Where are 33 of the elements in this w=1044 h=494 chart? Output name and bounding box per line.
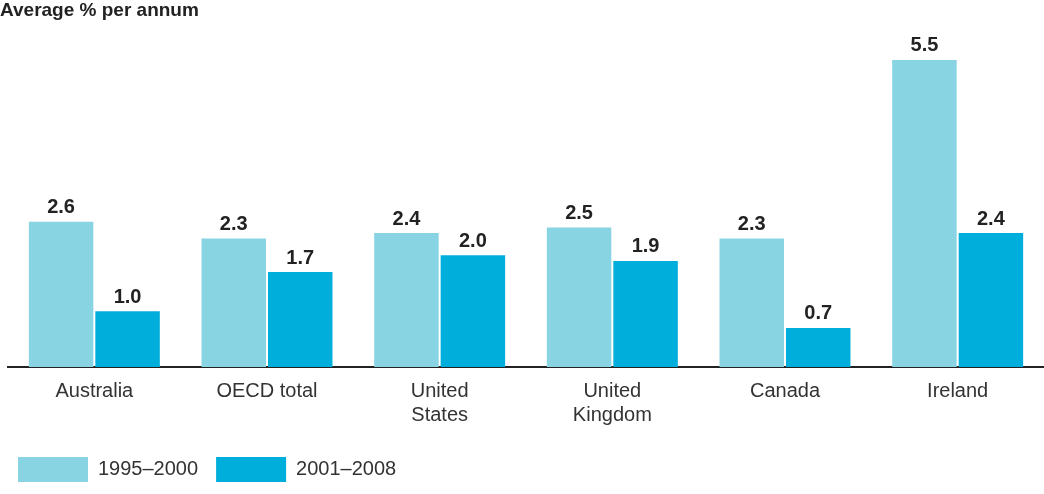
data-label: 5.5 xyxy=(910,33,939,56)
x-tick-label: OECD total xyxy=(216,378,318,401)
bar xyxy=(95,311,160,367)
data-label: 2.4 xyxy=(977,206,1006,229)
bar xyxy=(201,238,266,367)
data-label: 1.7 xyxy=(286,245,315,268)
bar xyxy=(719,238,784,367)
data-label: 0.7 xyxy=(804,301,833,324)
x-tick-label: Canada xyxy=(749,378,821,401)
legend-label: 1995–2000 xyxy=(98,457,199,480)
data-label: 2.6 xyxy=(47,195,75,218)
data-label: 1.0 xyxy=(113,284,142,307)
legend-label: 2001–2008 xyxy=(296,457,397,480)
bar xyxy=(268,272,333,367)
x-tick-label: Ireland xyxy=(927,378,989,401)
x-tick-label: Australia xyxy=(55,378,135,401)
data-label: 2.0 xyxy=(459,228,487,251)
bar xyxy=(613,260,678,367)
data-label: 2.3 xyxy=(737,212,766,235)
bar xyxy=(440,255,506,367)
bar xyxy=(546,227,612,367)
bar xyxy=(892,59,957,367)
x-tick-label: United Kingdom xyxy=(572,378,652,425)
x-tick-label: United States xyxy=(410,378,469,425)
bar xyxy=(786,327,851,367)
data-label: 2.4 xyxy=(392,206,422,229)
data-label: 1.9 xyxy=(631,234,660,257)
bar xyxy=(28,221,94,367)
data-label: 2.5 xyxy=(565,200,593,223)
bar xyxy=(374,233,439,367)
bar xyxy=(958,233,1024,367)
data-label: 2.3 xyxy=(219,212,248,235)
chart-title: Average % per annum xyxy=(0,0,200,22)
